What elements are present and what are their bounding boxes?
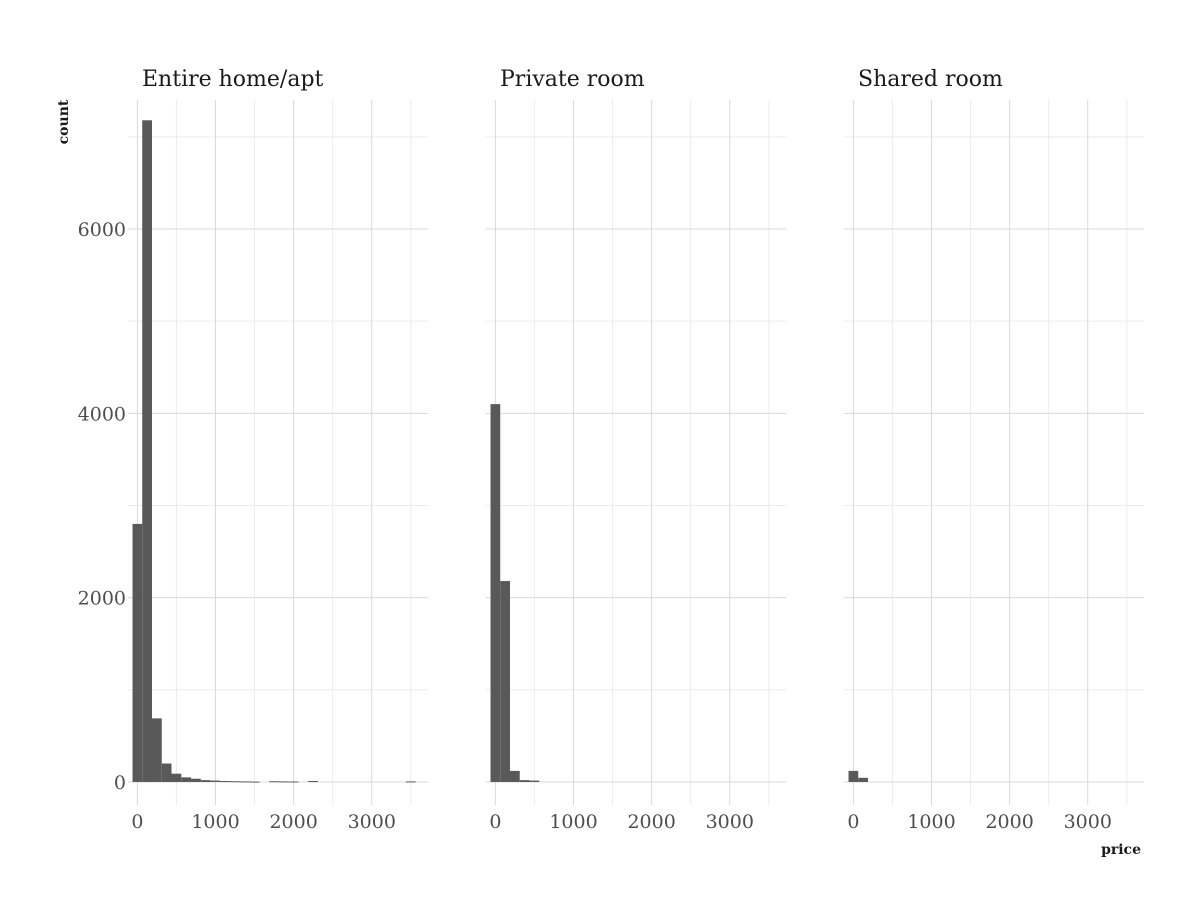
x-tick-label: 1000: [191, 811, 239, 833]
panel-title: Private room: [500, 67, 645, 92]
histogram-bar: [509, 770, 520, 782]
histogram-bar: [181, 777, 192, 782]
histogram-bar: [500, 581, 510, 782]
histogram-bar: [848, 770, 859, 782]
y-tick-label: 2000: [78, 588, 126, 610]
y-tick-label: 6000: [78, 219, 126, 241]
y-tick-label: 4000: [78, 403, 126, 425]
x-tick-label: 2000: [627, 811, 675, 833]
x-tick-label: 0: [489, 811, 501, 833]
histogram-bar: [191, 778, 201, 782]
y-axis-label: count: [56, 99, 72, 144]
histogram-bar: [161, 763, 172, 782]
histogram-bar: [405, 781, 416, 783]
histogram-bar: [239, 781, 250, 783]
histogram-bar: [519, 780, 530, 782]
histogram-bar: [142, 120, 152, 782]
histogram-bar: [249, 781, 260, 783]
histogram-bar: [529, 780, 540, 782]
x-tick-label: 0: [847, 811, 859, 833]
histogram-bar: [210, 780, 221, 782]
panels-layer: Entire home/apt 0 1000 2000 3000 0 2000 4000 600…: [78, 67, 1144, 833]
y-tick-label: 0: [114, 772, 126, 794]
histogram-bar: [132, 523, 143, 782]
x-tick-label: 3000: [348, 811, 396, 833]
panel-title: Shared room: [858, 67, 1003, 92]
x-tick-label: 1000: [907, 811, 955, 833]
x-tick-label: 2000: [269, 811, 317, 833]
panel-1: Entire home/apt 0 1000 2000 3000 0 2000 4000 600…: [78, 67, 428, 833]
histogram-bar: [858, 777, 868, 782]
x-tick-label: 3000: [706, 811, 754, 833]
histogram-bar: [490, 404, 501, 782]
histogram-bar: [220, 781, 231, 783]
x-tick-label: 0: [131, 811, 143, 833]
histogram-bar: [230, 781, 240, 783]
x-tick-label: 1000: [549, 811, 597, 833]
histogram-bar: [200, 780, 211, 782]
histogram-bar: [171, 773, 182, 782]
histogram-bar: [269, 781, 279, 783]
histogram-bar: [278, 781, 289, 783]
histogram-bar: [151, 718, 162, 782]
x-tick-label: 3000: [1064, 811, 1112, 833]
x-tick-label: 2000: [985, 811, 1033, 833]
histogram-bar: [288, 781, 299, 783]
panel-3: Shared room 0 1000 2000 3000: [844, 67, 1144, 833]
panel-title: Entire home/apt: [142, 67, 324, 92]
panel-2: Private room 0 1000 2000 3000: [486, 67, 786, 833]
histogram-bar: [308, 781, 318, 783]
x-axis-label: price: [1101, 842, 1141, 858]
